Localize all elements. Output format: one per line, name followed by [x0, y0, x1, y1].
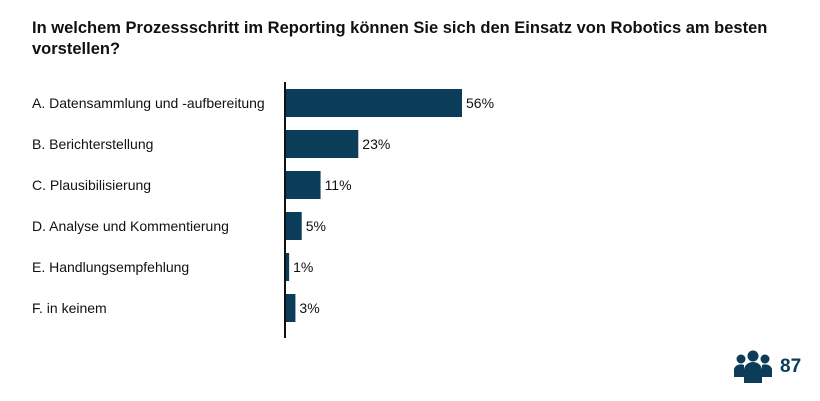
bar — [286, 212, 302, 240]
bar — [286, 130, 359, 158]
category-label: A. Datensammlung und -aufbereitung — [32, 95, 265, 111]
category-label: F. in keinem — [32, 300, 107, 316]
chart-title: In welchem Prozessschritt im Reporting k… — [32, 19, 768, 58]
value-label: 3% — [299, 300, 319, 316]
users-group-icon — [734, 350, 772, 383]
value-label: 56% — [466, 95, 494, 111]
bar — [286, 294, 296, 322]
category-label: C. Plausibilisierung — [32, 177, 151, 193]
value-label: 1% — [293, 259, 313, 275]
value-label: 11% — [325, 177, 352, 193]
category-label: D. Analyse und Kommentierung — [32, 218, 229, 234]
bar — [286, 171, 321, 199]
respondent-count: 87 — [732, 350, 801, 384]
category-label: B. Berichterstellung — [32, 136, 153, 152]
category-label: E. Handlungsempfehlung — [32, 259, 189, 275]
value-label: 23% — [362, 136, 390, 152]
value-label: 5% — [306, 218, 326, 234]
bar — [286, 253, 290, 281]
bar — [286, 89, 462, 117]
respondent-count-value: 87 — [780, 356, 802, 377]
